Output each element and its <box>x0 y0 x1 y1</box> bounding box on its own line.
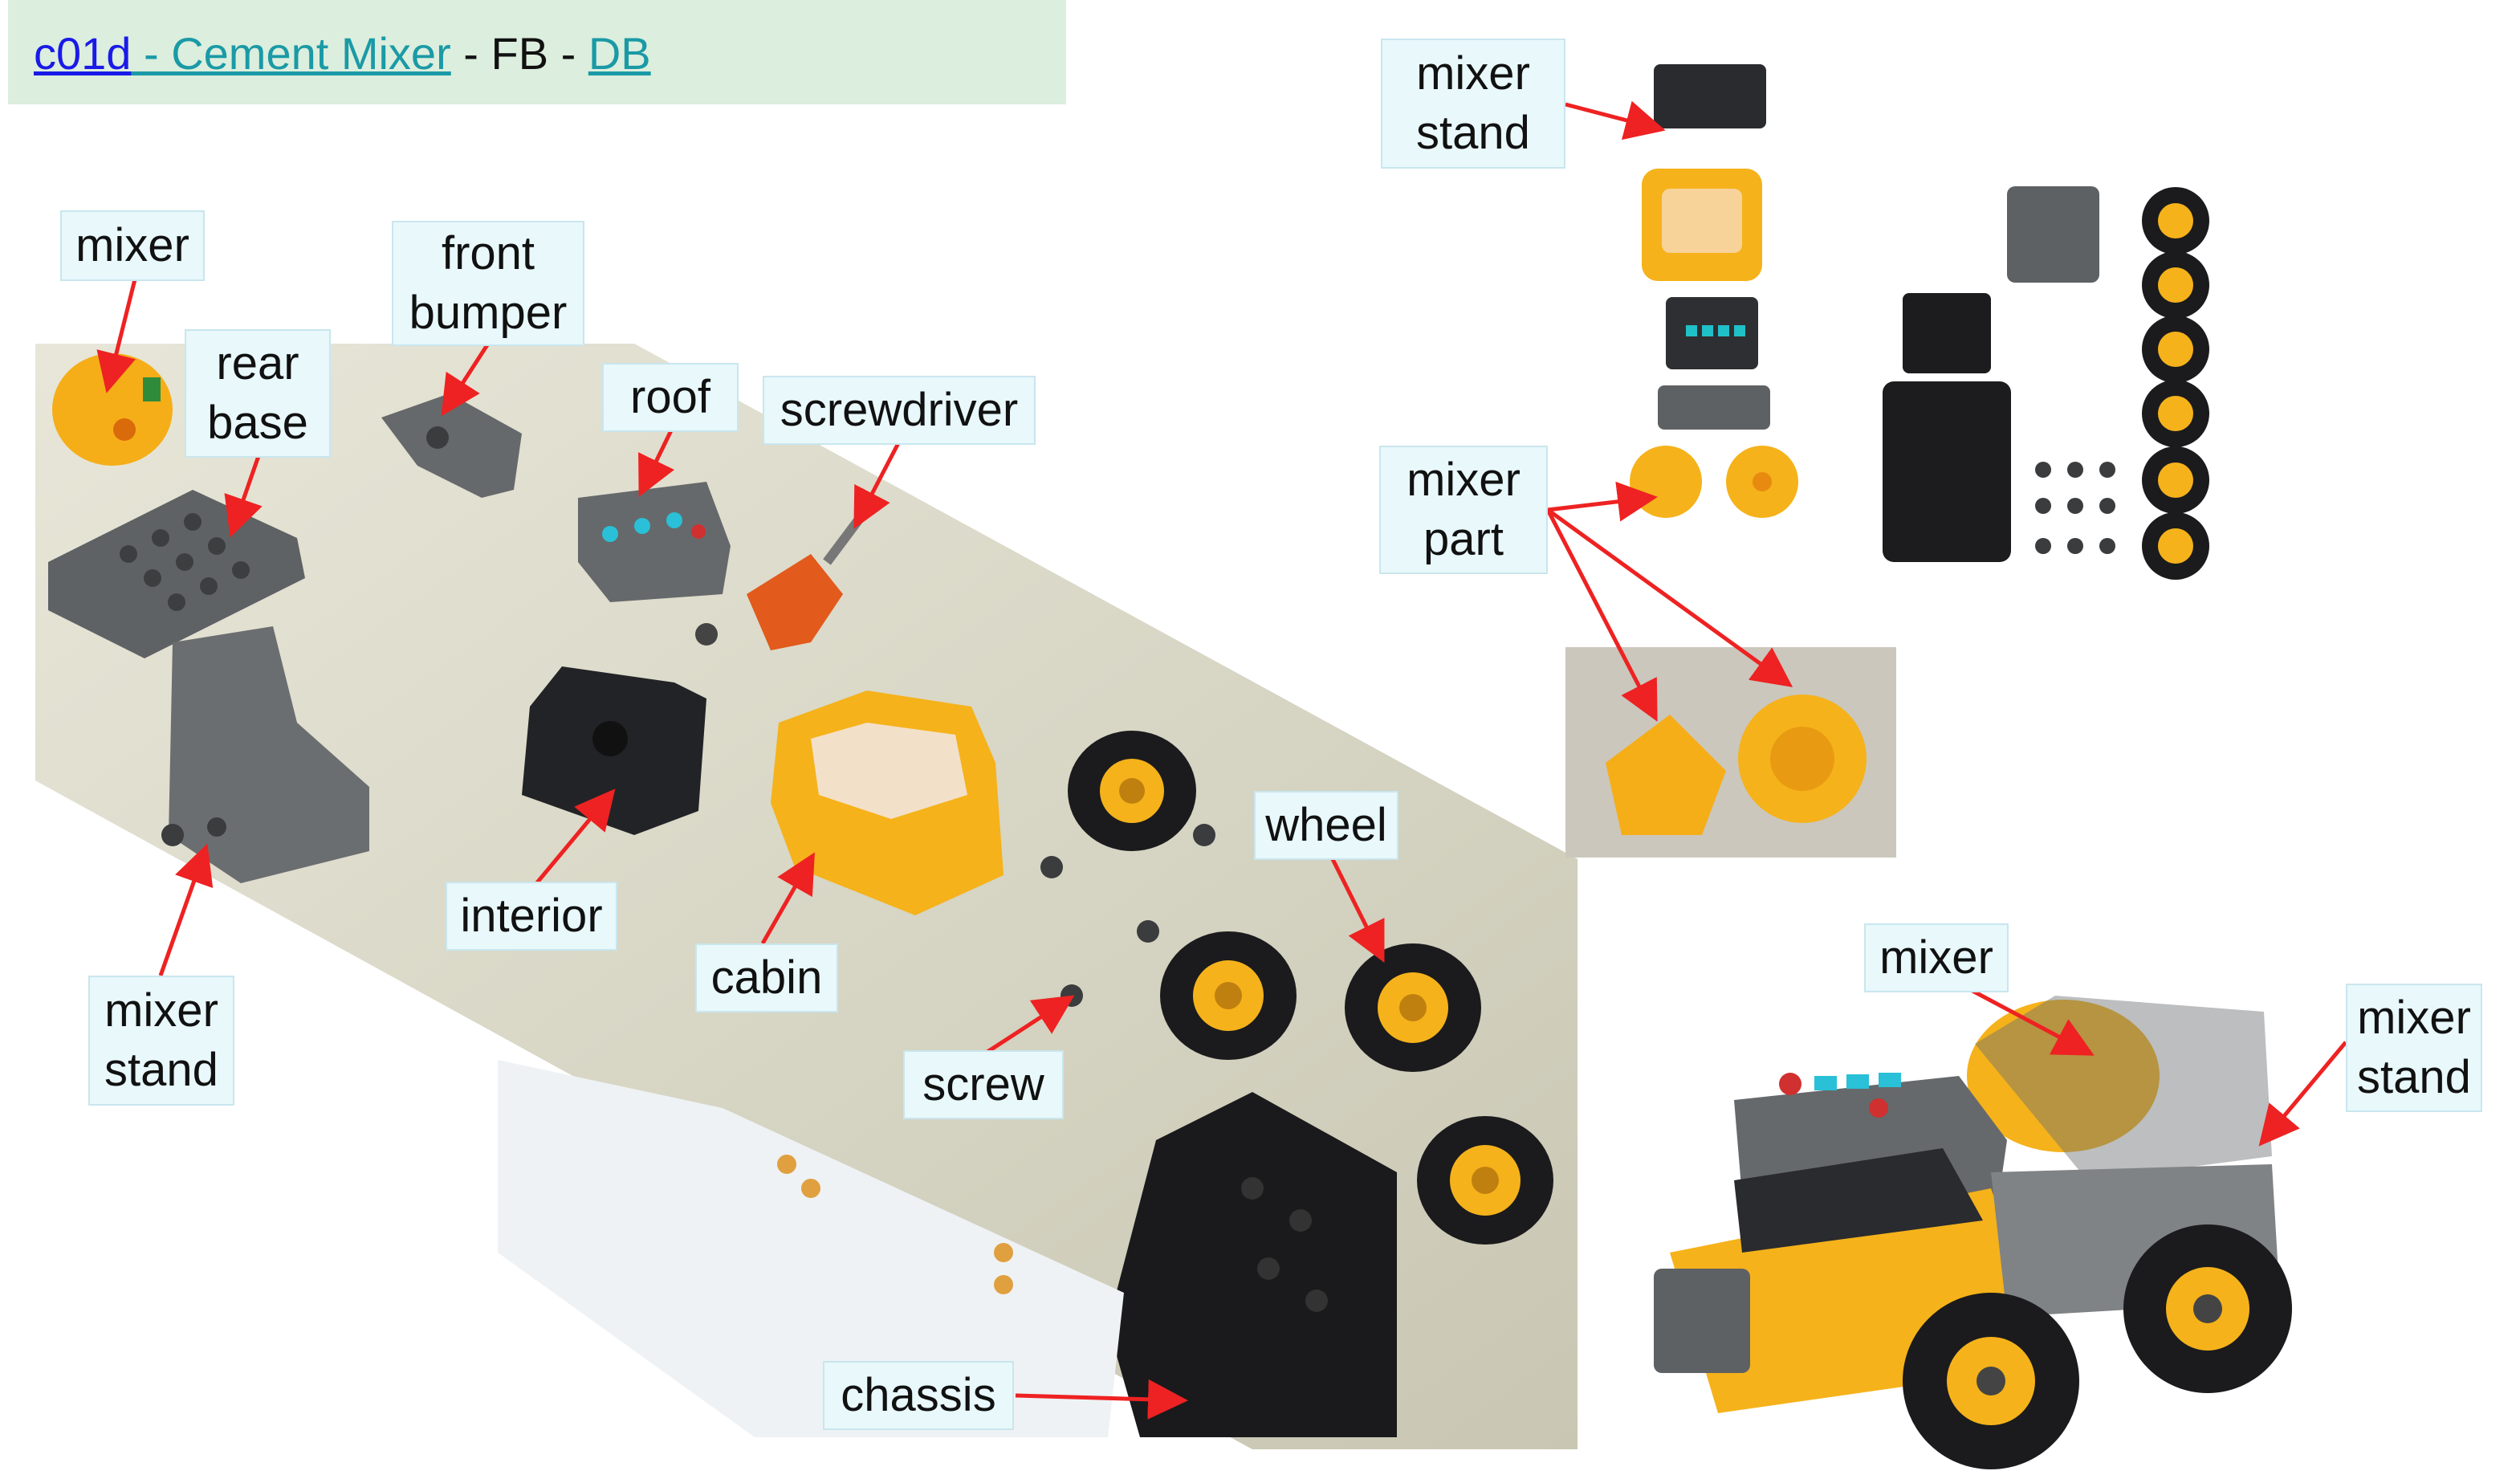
arrow-interior <box>528 788 616 893</box>
arrow-screwdriver <box>853 440 902 529</box>
label-roof: roof <box>602 363 739 432</box>
arrow-mixer-stand-top <box>1565 100 1666 141</box>
db-link[interactable]: DB <box>588 28 651 79</box>
arrow-mixer-stand-left <box>158 843 214 976</box>
title-link[interactable]: - Cement Mixer <box>131 28 451 79</box>
cabin-shape <box>771 691 1004 915</box>
label-cabin: cabin <box>695 943 838 1012</box>
label-mixer-right: mixer <box>1864 923 2009 992</box>
arrow-mixer-left <box>96 279 137 393</box>
arrow-mixer-part-c <box>1546 507 1793 687</box>
label-rear-base: rear base <box>185 329 331 458</box>
label-wheel: wheel <box>1254 791 1398 860</box>
wheel-shapes <box>1068 731 1553 1245</box>
label-mixer-stand-top: mixer stand <box>1381 39 1565 169</box>
header-separator: - FB - <box>450 28 588 79</box>
arrow-mixer-right <box>1957 981 2095 1056</box>
label-chassis: chassis <box>823 1361 1014 1430</box>
label-mixer-left: mixer <box>60 210 205 281</box>
arrow-chassis <box>1015 1379 1188 1420</box>
assembled-truck <box>1654 996 2292 1469</box>
mixer-stand-shape <box>161 626 369 883</box>
arrow-mixer-stand-right <box>2258 1041 2347 1147</box>
label-interior: interior <box>446 882 617 951</box>
arrow-front-bumper <box>441 342 491 417</box>
label-front-bumper: front bumper <box>392 221 584 346</box>
chassis-shape <box>1108 1092 1397 1437</box>
interior-shape <box>522 666 706 835</box>
arrow-mixer-part-b <box>1545 508 1658 722</box>
front-bumper-shape <box>381 393 522 498</box>
label-mixer-stand-right: mixer stand <box>2346 984 2482 1112</box>
arrow-mixer-part-a <box>1547 481 1658 522</box>
header-bar: c01d - Cement Mixer - FB - DB <box>8 0 1066 104</box>
header-title: c01d - Cement Mixer - FB - DB <box>34 27 651 79</box>
label-mixer-part: mixer part <box>1379 446 1548 574</box>
arrow-wheel <box>1330 858 1385 963</box>
arrow-cabin <box>760 852 815 945</box>
mixer-part-shape <box>52 353 173 466</box>
label-screw: screw <box>903 1050 1064 1119</box>
roof-shape <box>578 482 731 602</box>
code-link[interactable]: c01d <box>34 28 132 79</box>
instruction-sheet <box>498 1060 1124 1437</box>
label-mixer-stand-left: mixer stand <box>88 976 234 1106</box>
label-screwdriver: screwdriver <box>763 376 1036 445</box>
arrow-roof <box>638 422 677 497</box>
arrow-rear-base <box>224 455 263 538</box>
arrow-screw <box>986 995 1075 1054</box>
